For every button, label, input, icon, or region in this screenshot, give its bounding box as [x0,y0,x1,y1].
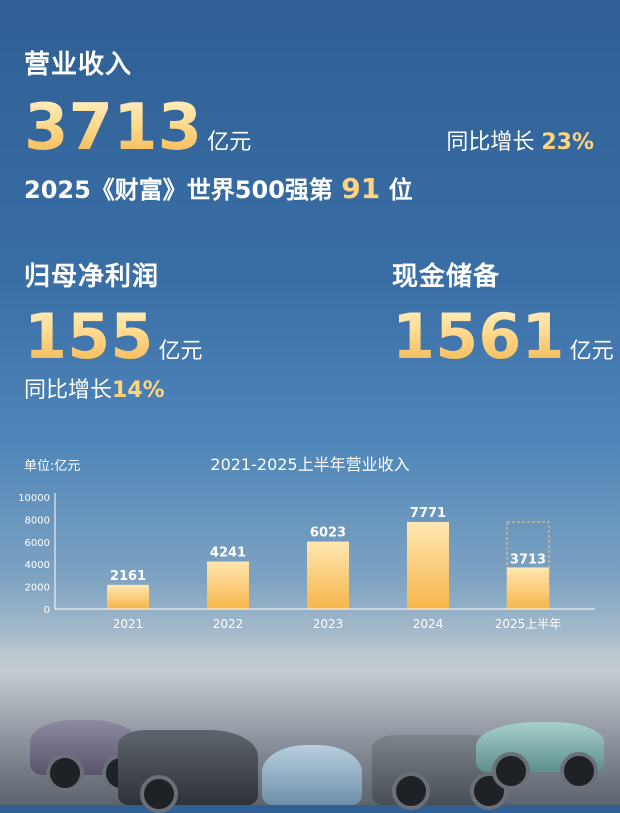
x-tick-label: 2025上半年 [495,617,562,631]
bar-value-label: 3713 [510,552,546,567]
cash-label: 现金储备 [392,262,501,292]
chart-unit-label: 单位:亿元 [24,459,80,474]
y-tick-label: 8000 [25,515,50,526]
bar [207,561,249,609]
bar [307,541,349,609]
y-tick-label: 10000 [18,493,50,504]
y-tick-label: 4000 [25,560,50,571]
net-profit-growth: 同比增长14% [24,372,165,404]
y-tick-label: 0 [44,605,50,616]
suv-wheel-front [46,754,84,792]
y-tick-label: 2000 [25,583,50,594]
revenue-growth-value: 23% [541,130,594,155]
bar-value-label: 4241 [210,546,246,561]
net-profit-growth-label: 同比增长 [24,378,113,403]
cash-value: 1561 [392,300,565,373]
bar [507,567,549,609]
mpv-wheel [140,775,178,813]
x-tick-label: 2021 [113,617,144,631]
fortune-rank: 91 [341,172,381,205]
revenue-growth: 同比增长 23% [446,124,594,156]
bar-value-label: 6023 [310,526,346,541]
cash-unit: 亿元 [569,339,614,364]
revenue-growth-label: 同比增长 [446,130,535,155]
net-profit-unit: 亿元 [158,339,203,364]
sedan-wheel-front [492,752,530,790]
revenue-label: 营业收入 [24,50,133,80]
chart-bars: 2161 4241 6023 7771 3713 [107,506,550,610]
fortune-suffix: 位 [388,176,413,204]
bar [407,521,449,609]
net-profit-growth-value: 14% [112,378,165,403]
revenue-value-group: 3713 亿元 [24,96,251,160]
bar-value-label: 2161 [110,569,146,584]
y-tick-label: 6000 [25,538,50,549]
fortune-prefix: 2025《财富》世界500强第 [24,176,333,204]
revenue-value: 3713 [24,91,203,165]
x-tick-label: 2022 [213,617,244,631]
x-tick-label: 2023 [313,617,344,631]
cash-value-group: 1561 亿元 [392,306,614,368]
offroad-wheel-front [392,772,430,810]
chart-y-axis: 0 2000 4000 6000 8000 10000 [18,493,56,616]
net-profit-label: 归母净利润 [24,262,160,292]
x-tick-label: 2024 [413,617,444,631]
sedan-wheel-rear [560,752,598,790]
bar [107,584,149,609]
bar-value-label: 7771 [410,506,446,521]
mpv-car-image [118,730,258,805]
fortune-line: 2025《财富》世界500强第 91 位 [24,170,413,205]
net-profit-value-group: 155 亿元 [24,306,203,368]
revenue-unit: 亿元 [207,130,252,155]
net-profit-value: 155 [24,300,154,373]
revenue-bar-chart: 单位:亿元 2021-2025上半年营业收入 0 2000 4000 6000 8000… [18,455,595,631]
chart-title: 2021-2025上半年营业收入 [210,455,409,474]
sports-car-image [262,745,362,805]
chart-x-axis: 2021 2022 2023 2024 2025上半年 [113,617,562,631]
